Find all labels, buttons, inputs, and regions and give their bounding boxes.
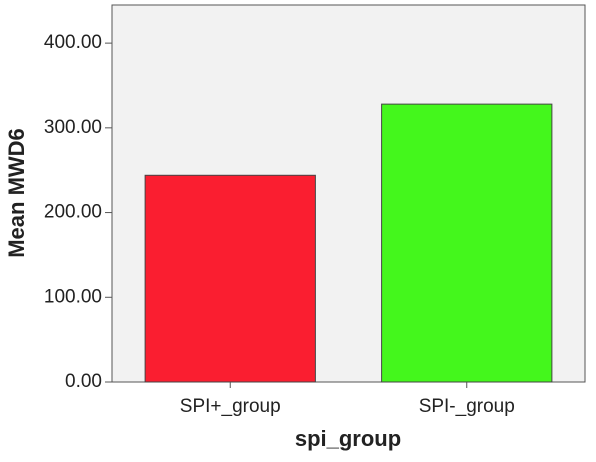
y-axis-title: Mean MWD6 bbox=[4, 128, 29, 258]
bar bbox=[144, 174, 316, 383]
x-axis-title: spi_group bbox=[295, 426, 401, 451]
y-tick-label: 200.00 bbox=[44, 202, 102, 223]
y-tick-label: 400.00 bbox=[44, 32, 102, 53]
y-tick-label: 0.00 bbox=[65, 371, 102, 392]
x-tick-label: SPI-_group bbox=[419, 396, 515, 417]
y-tick-label: 100.00 bbox=[44, 286, 102, 307]
bar bbox=[381, 103, 553, 383]
y-tick-label: 300.00 bbox=[44, 117, 102, 138]
x-tick-label: SPI+_group bbox=[180, 396, 281, 417]
